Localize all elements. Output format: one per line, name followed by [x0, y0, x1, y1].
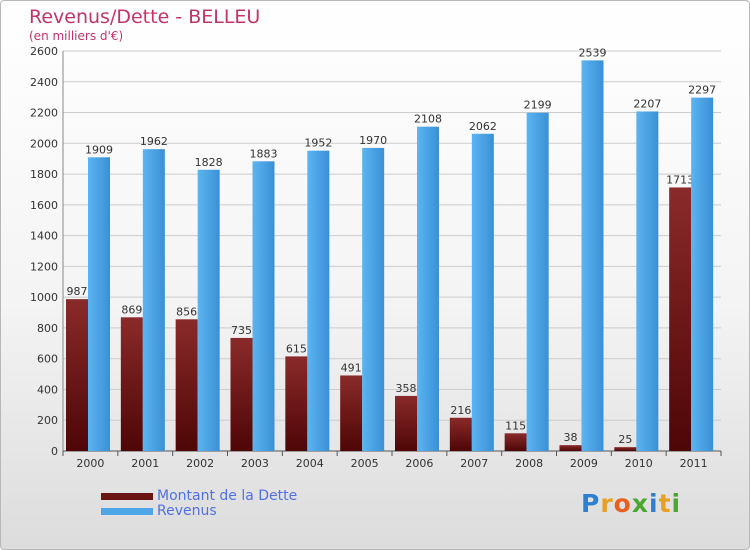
- logo-letter: i: [671, 489, 682, 518]
- bar-revenus: [581, 60, 604, 452]
- data-label-revenus: 1952: [304, 137, 332, 150]
- bar-dette: [120, 317, 143, 451]
- data-label-dette: 216: [450, 404, 471, 417]
- y-tick-label: 600: [37, 353, 58, 366]
- logo-letter: r: [600, 489, 614, 518]
- data-label-revenus: 1962: [140, 135, 168, 148]
- legend-label-dette: Montant de la Dette: [157, 488, 298, 504]
- bar-dette: [559, 445, 582, 451]
- data-label-revenus: 2297: [688, 84, 716, 97]
- logo-letter: o: [613, 489, 632, 518]
- data-label-revenus: 2108: [414, 113, 442, 126]
- data-label-revenus: 1828: [195, 156, 223, 169]
- y-tick-label: 2600: [30, 45, 58, 58]
- y-tick-label: 1600: [30, 199, 58, 212]
- x-tick-label: 2010: [625, 457, 653, 470]
- bar-dette: [669, 187, 692, 451]
- x-tick-label: 2005: [351, 457, 379, 470]
- x-tick-label: 2006: [405, 457, 433, 470]
- bar-dette: [504, 433, 527, 451]
- bar-revenus: [142, 149, 165, 451]
- y-tick-label: 2200: [30, 107, 58, 120]
- y-tick-label: 2400: [30, 76, 58, 89]
- bar-revenus: [88, 157, 110, 452]
- y-tick-label: 0: [51, 445, 58, 458]
- data-label-dette: 987: [67, 285, 88, 298]
- legend-swatch-revenus: [101, 508, 153, 515]
- data-label-revenus: 1970: [359, 134, 387, 147]
- data-label-dette: 615: [286, 342, 307, 355]
- bar-dette: [66, 299, 88, 451]
- x-tick-label: 2003: [241, 457, 269, 470]
- bar-dette: [395, 395, 417, 451]
- y-tick-label: 1800: [30, 168, 58, 181]
- bar-revenus: [417, 126, 439, 451]
- bar-dette: [175, 319, 198, 451]
- logo-letter: t: [658, 489, 672, 518]
- data-label-dette: 115: [505, 419, 526, 432]
- legend-swatch-dette: [101, 493, 153, 500]
- bar-revenus: [197, 169, 220, 451]
- bar-revenus: [471, 133, 494, 451]
- data-label-revenus: 2062: [469, 120, 497, 133]
- proxiti-logo: Proxiti: [581, 489, 681, 518]
- y-tick-label: 800: [37, 322, 58, 335]
- data-label-dette: 869: [121, 303, 142, 316]
- bar-dette: [230, 337, 253, 451]
- legend-label-revenus: Revenus: [157, 503, 217, 519]
- data-label-revenus: 2199: [524, 99, 552, 112]
- data-label-revenus: 1909: [85, 143, 113, 156]
- data-label-dette: 358: [396, 382, 417, 395]
- logo-letter: i: [649, 489, 659, 518]
- chart-subtitle: (en milliers d'€): [29, 29, 124, 43]
- y-tick-label: 1400: [30, 230, 58, 243]
- data-label-dette: 25: [618, 433, 632, 446]
- bar-dette: [614, 447, 637, 451]
- x-tick-label: 2001: [131, 457, 159, 470]
- bar-dette: [449, 417, 472, 451]
- y-tick-label: 1000: [30, 291, 58, 304]
- data-label-revenus: 2539: [579, 46, 607, 59]
- x-tick-label: 2007: [460, 457, 488, 470]
- bar-revenus: [307, 150, 330, 451]
- data-label-revenus: 2207: [633, 97, 661, 110]
- x-tick-label: 2000: [76, 457, 104, 470]
- data-label-dette: 735: [231, 324, 252, 337]
- y-tick-label: 200: [37, 414, 58, 427]
- x-tick-label: 2009: [570, 457, 598, 470]
- data-label-dette: 491: [341, 361, 362, 374]
- y-tick-label: 2000: [30, 137, 58, 150]
- bar-revenus: [252, 161, 275, 452]
- x-tick-label: 2008: [515, 457, 543, 470]
- y-tick-label: 1200: [30, 260, 58, 273]
- bar-revenus: [636, 111, 659, 451]
- data-label-dette: 856: [176, 305, 197, 318]
- data-label-dette: 38: [564, 431, 578, 444]
- logo-letter: P: [581, 489, 601, 518]
- bar-revenus: [691, 97, 714, 451]
- chart-title: Revenus/Dette - BELLEU: [29, 6, 261, 28]
- x-tick-label: 2002: [186, 457, 214, 470]
- x-tick-label: 2011: [680, 457, 708, 470]
- y-tick-label: 400: [37, 383, 58, 396]
- bar-dette: [340, 375, 363, 451]
- bar-dette: [285, 356, 308, 451]
- x-tick-label: 2004: [296, 457, 324, 470]
- data-label-dette: 1713: [666, 173, 694, 186]
- logo-letter: x: [631, 489, 649, 518]
- bar-revenus: [362, 147, 385, 451]
- bar-revenus: [526, 112, 549, 451]
- data-label-revenus: 1883: [250, 147, 278, 160]
